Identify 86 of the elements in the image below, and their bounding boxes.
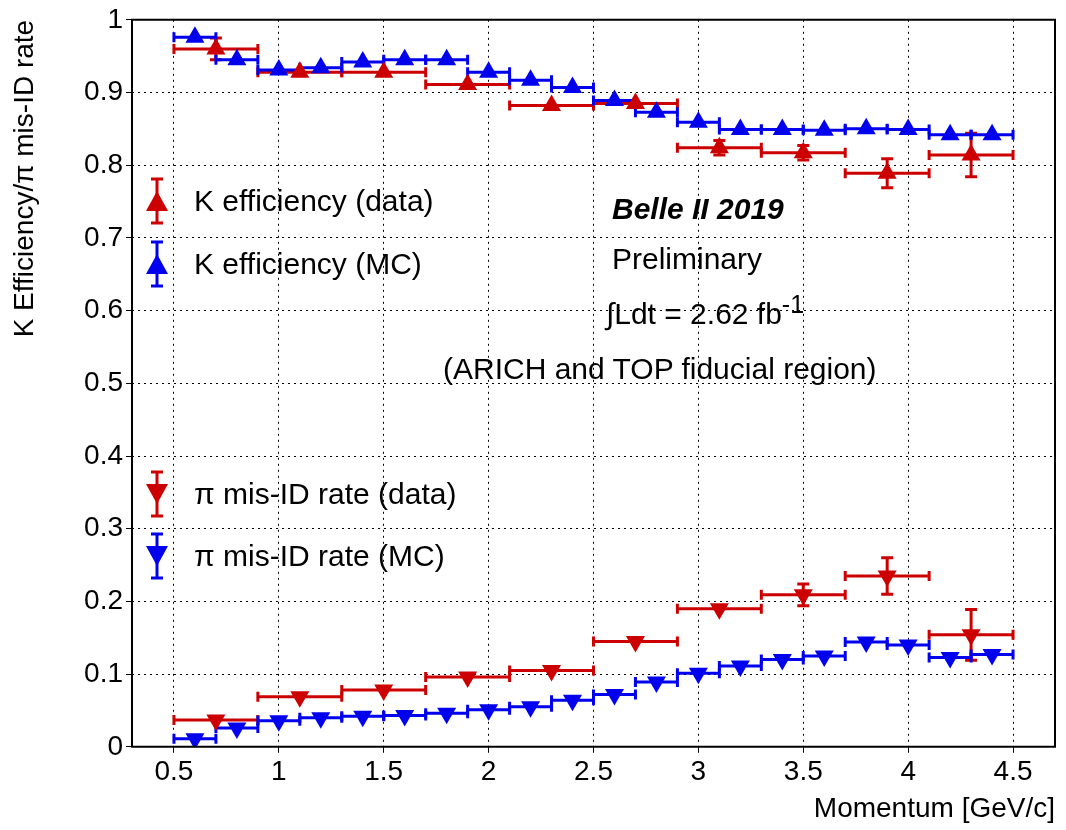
point bbox=[269, 58, 289, 76]
y-tick-label: 0.1 bbox=[84, 656, 123, 688]
point bbox=[814, 650, 834, 667]
legend-label: π mis-ID rate (data) bbox=[194, 477, 457, 511]
point bbox=[206, 37, 226, 55]
x-tick-label: 3 bbox=[690, 755, 707, 787]
point bbox=[961, 629, 981, 646]
point bbox=[625, 92, 645, 109]
point bbox=[982, 648, 1002, 666]
point bbox=[877, 570, 897, 587]
point bbox=[395, 48, 415, 66]
legend-label: K efficiency (data) bbox=[194, 184, 434, 218]
point bbox=[290, 61, 310, 78]
point bbox=[646, 676, 666, 694]
y-tick-label: 0.2 bbox=[84, 584, 123, 616]
point bbox=[437, 707, 457, 725]
annotation: Preliminary bbox=[612, 242, 763, 276]
x-tick-label: 3.5 bbox=[783, 755, 823, 787]
point bbox=[395, 710, 415, 727]
point bbox=[458, 671, 478, 689]
y-axis-title: K Efficiency/π mis-ID rate bbox=[7, 19, 39, 338]
point bbox=[437, 48, 457, 66]
x-tick-label: 1.5 bbox=[364, 755, 404, 787]
point bbox=[353, 710, 373, 728]
y-tick-label: 0 bbox=[107, 729, 123, 761]
point bbox=[542, 94, 562, 112]
point bbox=[688, 667, 708, 685]
point bbox=[311, 712, 331, 729]
y-tick-label: 0.3 bbox=[84, 511, 123, 543]
point bbox=[898, 118, 918, 136]
point bbox=[772, 654, 792, 671]
point bbox=[961, 144, 981, 161]
point bbox=[646, 101, 666, 118]
point bbox=[898, 639, 918, 657]
x-tick-label: 2.5 bbox=[574, 755, 613, 787]
point bbox=[374, 61, 394, 78]
point bbox=[227, 722, 247, 739]
point bbox=[772, 118, 792, 136]
point bbox=[940, 123, 960, 141]
y-tick-label: 0.7 bbox=[84, 220, 123, 252]
point bbox=[730, 118, 750, 136]
point bbox=[227, 48, 247, 66]
point bbox=[856, 636, 876, 654]
point bbox=[353, 50, 373, 68]
x-tick-label: 1 bbox=[271, 755, 287, 787]
x-tick-label: 4.5 bbox=[993, 755, 1033, 787]
point bbox=[479, 61, 499, 78]
point bbox=[563, 76, 583, 93]
point bbox=[856, 117, 876, 135]
annotation: Belle II 2019 bbox=[612, 192, 784, 226]
y-tick-label: 0.4 bbox=[84, 438, 123, 470]
point bbox=[290, 691, 310, 708]
legend-label: K efficiency (MC) bbox=[194, 247, 422, 281]
y-tick-label: 0.6 bbox=[84, 293, 123, 325]
x-tick-label: 2 bbox=[480, 755, 497, 787]
point bbox=[709, 603, 729, 620]
point bbox=[479, 704, 499, 721]
point bbox=[688, 111, 708, 128]
legend-label: π mis-ID rate (MC) bbox=[194, 539, 445, 573]
x-tick-label: 4 bbox=[900, 755, 916, 787]
point bbox=[206, 714, 226, 731]
point bbox=[542, 664, 562, 682]
point bbox=[521, 701, 541, 718]
y-tick-label: 0.9 bbox=[84, 75, 123, 107]
point bbox=[793, 589, 813, 606]
y-tick-label: 0.5 bbox=[84, 366, 123, 398]
point bbox=[563, 694, 583, 712]
annotation: (ARICH and TOP fiducial region) bbox=[443, 352, 877, 386]
y-tick-label: 0.8 bbox=[84, 147, 123, 179]
point bbox=[521, 69, 541, 86]
x-tick-label: 0.5 bbox=[154, 755, 194, 787]
point bbox=[877, 162, 897, 179]
point bbox=[730, 660, 750, 678]
point bbox=[374, 684, 394, 702]
point bbox=[185, 26, 205, 43]
point bbox=[458, 73, 478, 90]
x-axis-title: Momentum [GeV/c] bbox=[813, 791, 1055, 823]
point bbox=[311, 56, 331, 74]
point bbox=[982, 123, 1002, 141]
point bbox=[625, 635, 645, 653]
point bbox=[814, 119, 834, 136]
point bbox=[604, 688, 624, 706]
point bbox=[269, 715, 289, 732]
point bbox=[604, 89, 624, 106]
y-tick-label: 1 bbox=[107, 2, 123, 34]
point bbox=[940, 651, 960, 669]
